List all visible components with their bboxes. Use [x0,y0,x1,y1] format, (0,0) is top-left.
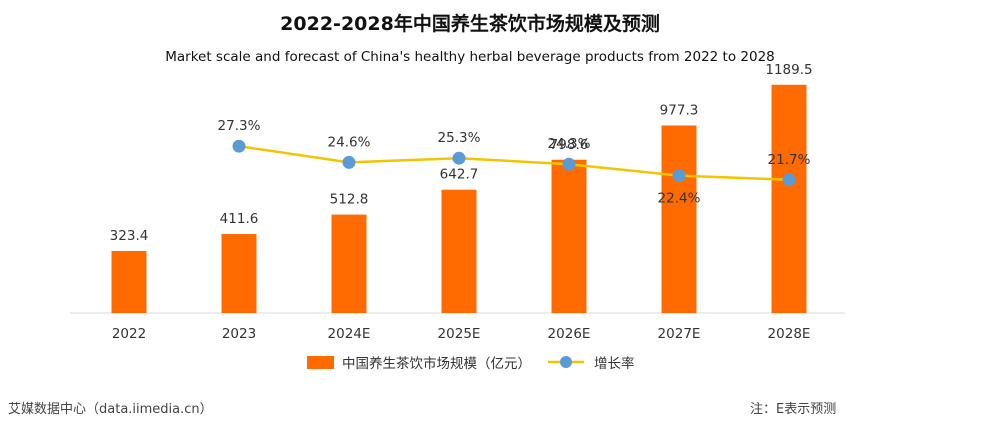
legend-bar-label: 中国养生茶饮市场规模（亿元） [342,355,531,372]
growth-rate-label-2023: 27.3% [218,118,261,134]
bar-value-label-2028E: 1189.5 [765,62,812,78]
growth-rate-marker-2027E [672,169,686,183]
growth-rate-label-2025E: 25.3% [438,130,481,146]
growth-rate-marker-2028E [782,173,796,187]
growth-rate-marker-2024E [342,155,356,169]
bar-label-group: 323.4 411.6 512.8 642.7 798.6 977.3 1189.5 [110,62,813,244]
x-tick-label-2025E: 2025E [438,326,481,342]
bar-2026E [551,159,587,313]
legend-bar-swatch [307,356,334,369]
x-tick-label-2027E: 2027E [658,326,701,342]
bar-2022 [111,250,147,313]
x-tick-group: 2022 2023 2024E 2025E 2026E 2027E 2028E [112,326,811,342]
source-text: 艾媒数据中心（data.iimedia.cn） [8,402,213,417]
x-tick-label-2022: 2022 [112,326,146,342]
bar-2028E [771,84,807,314]
bar-value-label-2022: 323.4 [110,228,149,244]
legend-line-marker [560,356,572,368]
bar-group [111,84,807,314]
forecast-note: 注：E表示预测 [750,402,836,417]
bar-value-label-2026E: 798.6 [550,137,589,153]
bar-2025E [441,189,477,313]
bar-2024E [331,214,367,313]
bar-2027E [661,125,697,313]
chart-title: 2022-2028年中国养生茶饮市场规模及预测 [280,12,660,35]
growth-rate-marker-2026E [562,157,576,171]
growth-rate-label-2026E: 24.3% [548,136,591,152]
growth-rate-marker-2025E [452,151,466,165]
bar-value-label-2025E: 642.7 [440,167,479,183]
bar-value-label-2027E: 977.3 [660,102,699,118]
legend-line-label: 增长率 [594,355,635,372]
growth-rate-label-2027E: 22.4% [658,191,701,207]
legend: 中国养生茶饮市场规模（亿元） 增长率 [307,355,635,372]
x-tick-label-2028E: 2028E [768,326,811,342]
x-tick-label-2023: 2023 [222,326,256,342]
growth-rate-label-group: 27.3% 24.6% 25.3% 24.3% 22.4% 21.7% [218,118,811,206]
x-tick-label-2024E: 2024E [328,326,371,342]
bar-2023 [221,234,257,313]
growth-rate-label-2024E: 24.6% [328,134,371,150]
growth-rate-line [238,144,790,182]
x-tick-label-2026E: 2026E [548,326,591,342]
growth-rate-label-2028E: 21.7% [768,152,811,168]
chart-subtitle: Market scale and forecast of China's hea… [165,49,775,65]
growth-rate-line-group [232,139,796,187]
growth-rate-marker-2023 [232,139,246,153]
bar-value-label-2023: 411.6 [220,211,259,227]
bar-value-label-2024E: 512.8 [330,192,369,208]
